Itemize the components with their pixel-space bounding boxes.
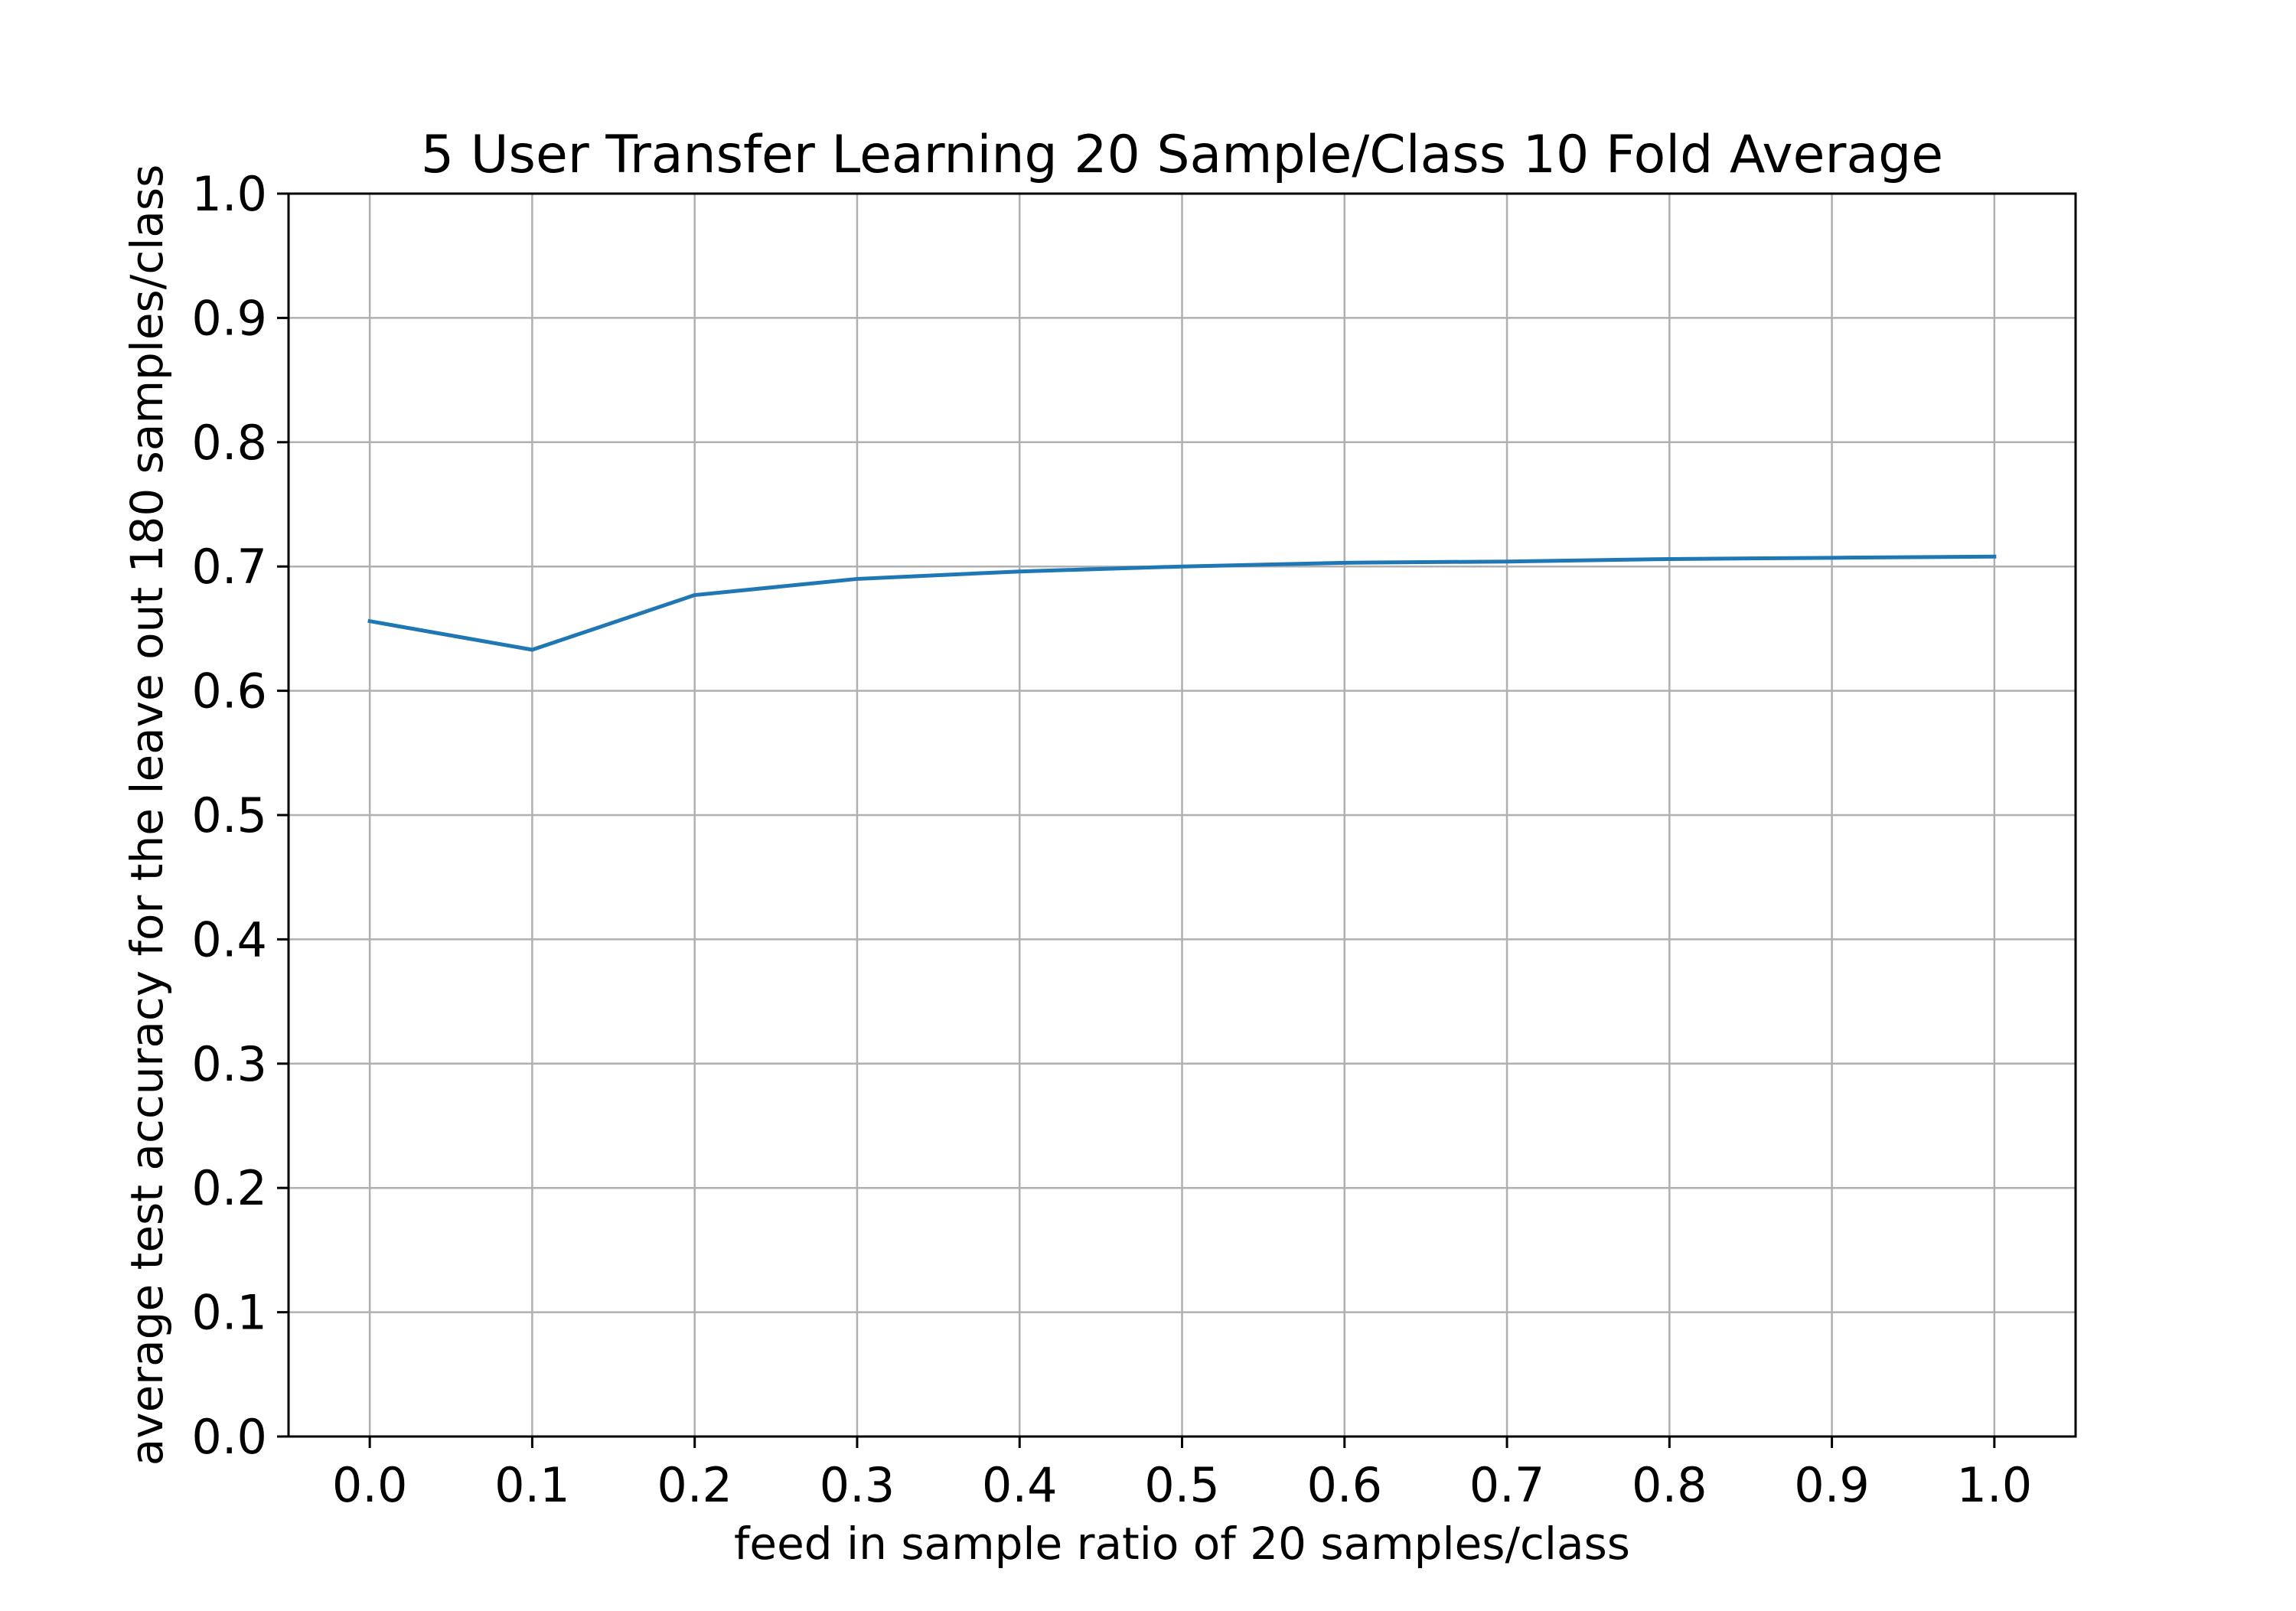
- y-tick-label: 0.4: [191, 911, 267, 967]
- chart-title: 5 User Transfer Learning 20 Sample/Class…: [421, 125, 1943, 185]
- x-tick-label: 0.7: [1469, 1457, 1545, 1513]
- x-tick-label: 0.6: [1306, 1457, 1382, 1513]
- y-tick-label: 0.7: [191, 539, 267, 595]
- x-tick-label: 0.8: [1632, 1457, 1707, 1513]
- y-tick-label: 0.8: [191, 415, 267, 471]
- x-tick-label: 0.5: [1144, 1457, 1220, 1513]
- y-tick-label: 0.1: [191, 1285, 267, 1341]
- x-tick-label: 0.1: [494, 1457, 570, 1513]
- series-line: [367, 554, 1997, 652]
- x-tick-labels: 0.0 0.1 0.2 0.3 0.4 0.5 0.6 0.7 0.8 0.9 1.0: [332, 1457, 2032, 1513]
- y-axis-label: average test accuracy for the leave out …: [121, 165, 173, 1466]
- y-tick-label: 0.0: [191, 1409, 267, 1465]
- x-tick-label: 1.0: [1957, 1457, 2033, 1513]
- y-tick-label: 0.2: [191, 1160, 267, 1216]
- y-tick-label: 1.0: [191, 166, 267, 222]
- y-tick-label: 0.9: [191, 290, 267, 346]
- x-tick-label: 0.4: [982, 1457, 1058, 1513]
- x-tick-label: 0.9: [1794, 1457, 1870, 1513]
- y-tick-labels: 0.0 0.1 0.2 0.3 0.4 0.5 0.6 0.7 0.8 0.9 1.0: [191, 166, 267, 1465]
- series-layer: [367, 554, 1997, 652]
- x-tick-label: 0.3: [820, 1457, 895, 1513]
- x-tick-label: 0.2: [657, 1457, 732, 1513]
- y-tick-label: 0.3: [191, 1036, 267, 1092]
- x-axis-label: feed in sample ratio of 20 samples/class: [734, 1518, 1630, 1570]
- y-tick-label: 0.6: [191, 664, 267, 719]
- tick-marks: [277, 192, 1996, 1448]
- y-tick-label: 0.5: [191, 788, 267, 843]
- x-tick-label: 0.0: [332, 1457, 408, 1513]
